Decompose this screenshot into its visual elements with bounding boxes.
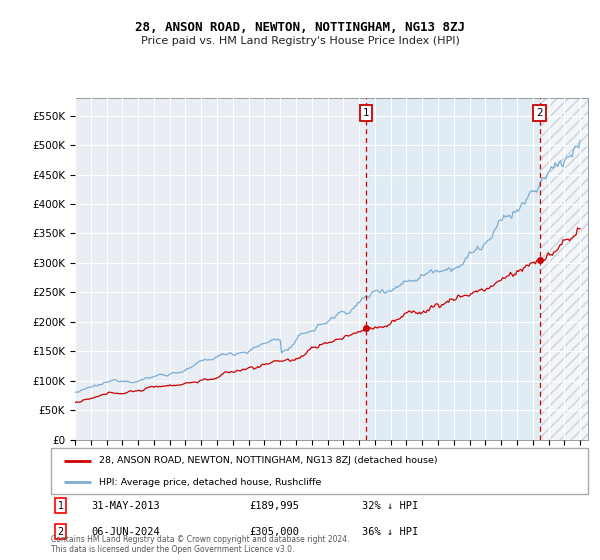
Text: 1: 1: [362, 109, 369, 118]
Text: 2: 2: [58, 527, 64, 537]
Text: 31-MAY-2013: 31-MAY-2013: [91, 501, 160, 511]
Text: £305,000: £305,000: [250, 527, 299, 537]
Bar: [539, 98, 588, 440]
Bar: [366, 98, 539, 440]
Text: 28, ANSON ROAD, NEWTON, NOTTINGHAM, NG13 8ZJ: 28, ANSON ROAD, NEWTON, NOTTINGHAM, NG13…: [135, 21, 465, 34]
FancyBboxPatch shape: [51, 448, 588, 494]
Text: Contains HM Land Registry data © Crown copyright and database right 2024.
This d: Contains HM Land Registry data © Crown c…: [51, 535, 349, 554]
Text: 1: 1: [58, 501, 64, 511]
Text: HPI: Average price, detached house, Rushcliffe: HPI: Average price, detached house, Rush…: [100, 478, 322, 487]
Text: Price paid vs. HM Land Registry's House Price Index (HPI): Price paid vs. HM Land Registry's House …: [140, 36, 460, 46]
Text: 28, ANSON ROAD, NEWTON, NOTTINGHAM, NG13 8ZJ (detached house): 28, ANSON ROAD, NEWTON, NOTTINGHAM, NG13…: [100, 456, 438, 465]
Bar: [539, 98, 588, 440]
Text: 36% ↓ HPI: 36% ↓ HPI: [362, 527, 419, 537]
Text: 32% ↓ HPI: 32% ↓ HPI: [362, 501, 419, 511]
Text: 06-JUN-2024: 06-JUN-2024: [91, 527, 160, 537]
Text: 2: 2: [536, 109, 543, 118]
Text: £189,995: £189,995: [250, 501, 299, 511]
